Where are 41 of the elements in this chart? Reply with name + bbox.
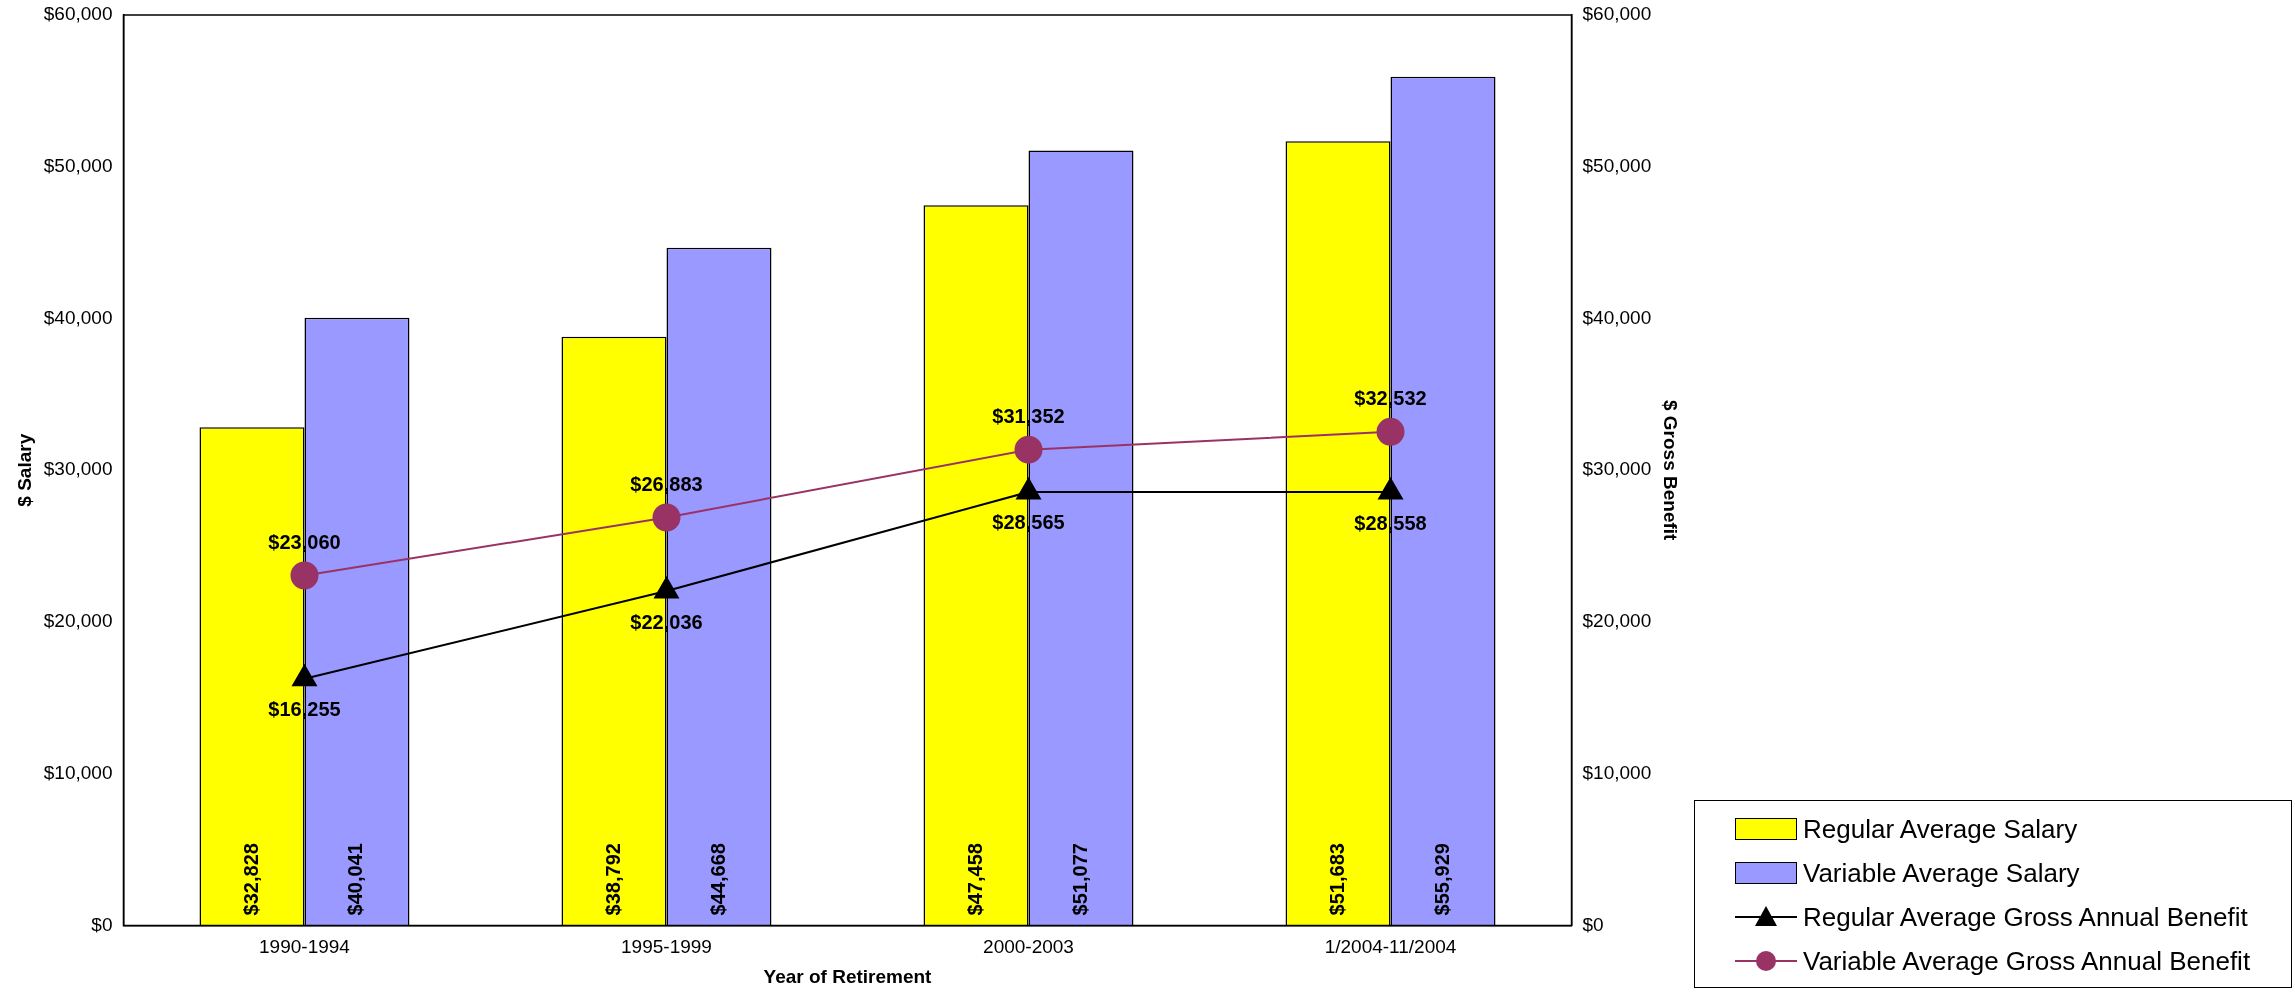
data-label: $16,255 (268, 698, 341, 721)
legend-label: Variable Average Salary (1803, 857, 2080, 889)
y2-tick-label: $60,000 (1582, 3, 1652, 25)
y-tick-label: $40,000 (43, 306, 113, 328)
data-label: $28,565 (992, 511, 1065, 534)
x-axis-title: Year of Retirement (763, 965, 933, 987)
legend-label: Regular Average Gross Annual Benefit (1803, 901, 2248, 933)
y-tick-label: $10,000 (43, 761, 113, 783)
y-tick-label: $60,000 (43, 3, 113, 25)
y-tick-label: $50,000 (43, 154, 113, 176)
y-tick-label: $0 (91, 913, 113, 935)
data-label: $26,883 (630, 473, 703, 496)
data-label: $32,828 (239, 843, 262, 916)
legend-label: Variable Average Gross Annual Benefit (1803, 945, 2251, 977)
data-label: $28,558 (1354, 511, 1427, 534)
x-tick-label: 2000-2003 (983, 936, 1074, 958)
data-label: $51,077 (1068, 843, 1091, 916)
y2-tick-label: $50,000 (1582, 154, 1652, 176)
y-tick-label: $20,000 (43, 610, 113, 632)
x-tick-label: 1990-1994 (259, 936, 351, 958)
y2-axis-title: $ Gross Benefit (1660, 399, 1682, 542)
y2-tick-label: $10,000 (1582, 761, 1652, 783)
data-label: $23,060 (268, 531, 341, 554)
y2-tick-label: $30,000 (1582, 458, 1652, 480)
data-label: $31,352 (992, 405, 1065, 428)
y2-tick-label: $0 (1582, 913, 1604, 935)
data-label: $32,532 (1354, 387, 1427, 410)
data-label: $22,036 (630, 610, 703, 633)
data-label: $38,792 (601, 843, 624, 916)
data-label: $51,683 (1325, 843, 1348, 916)
data-label: $47,458 (963, 843, 986, 916)
y-axis-title: $ Salary (13, 433, 35, 507)
y2-tick-label: $40,000 (1582, 306, 1652, 328)
x-tick-label: 1/2004-11/2004 (1324, 936, 1457, 958)
y2-tick-label: $20,000 (1582, 610, 1652, 632)
data-label: $44,668 (706, 843, 729, 916)
y-tick-label: $30,000 (43, 458, 113, 480)
data-label: $40,041 (344, 843, 367, 916)
x-tick-label: 1995-1999 (621, 936, 712, 958)
legend-label: Regular Average Salary (1803, 813, 2078, 845)
data-label: $55,929 (1430, 843, 1453, 916)
